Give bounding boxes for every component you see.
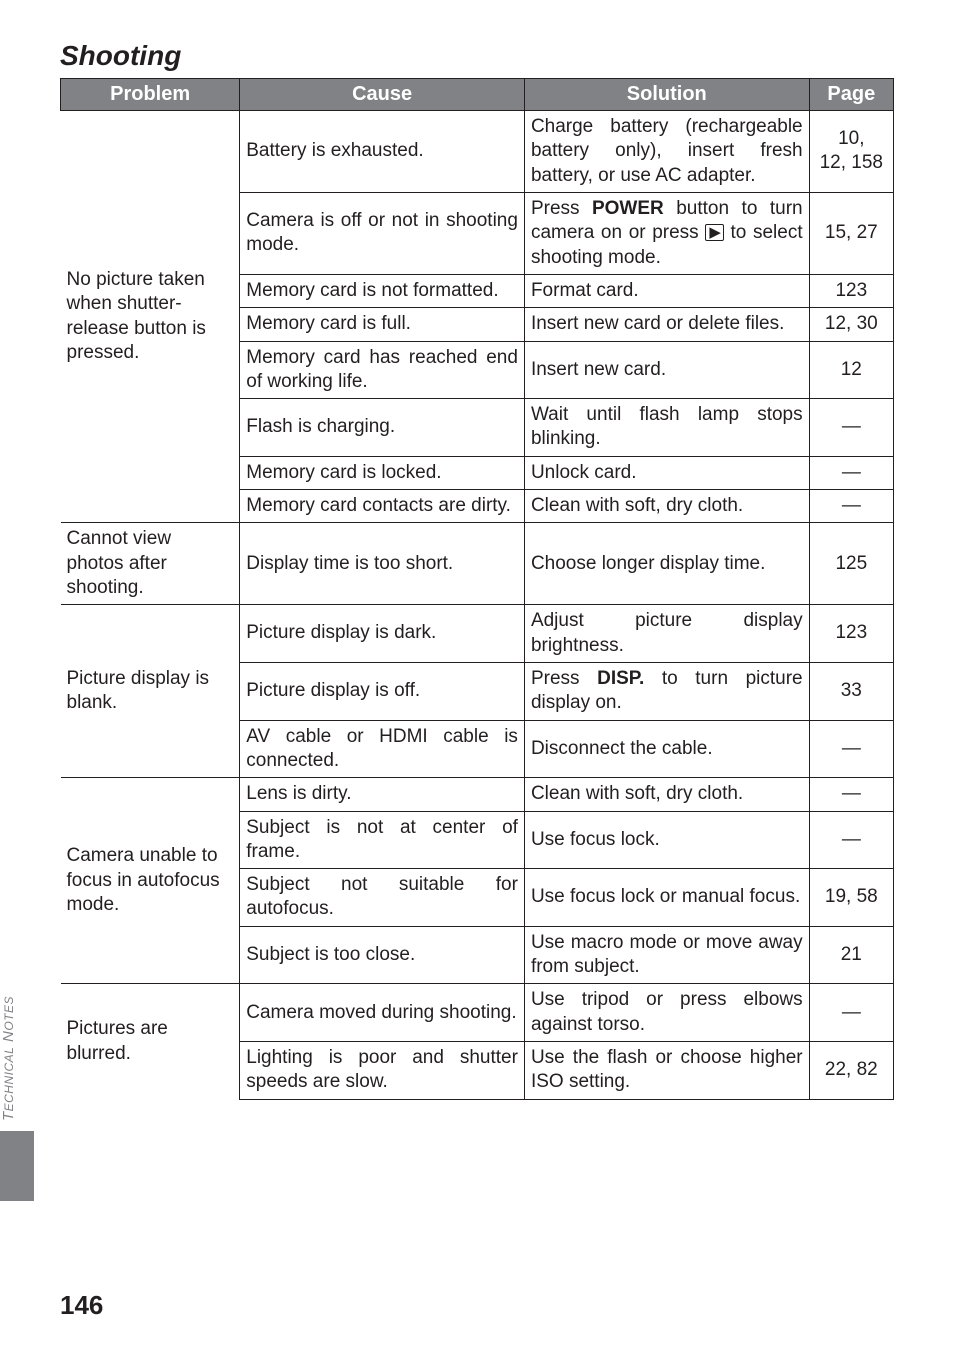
col-header-problem: Problem <box>61 79 240 111</box>
solution-cell: Use tripod or press elbows against torso… <box>524 984 809 1042</box>
problem-cell: Picture display is blank. <box>61 605 240 778</box>
page-ref-cell: 19, 58 <box>809 869 893 927</box>
page-ref-cell: 22, 82 <box>809 1042 893 1100</box>
problem-cell: No picture taken when shutter-release bu… <box>61 111 240 523</box>
page-content: Shooting Problem Cause Solution Page No … <box>0 0 954 1130</box>
cause-cell: Subject not suitable for autofocus. <box>240 869 525 927</box>
cause-cell: Camera is off or not in shooting mode. <box>240 192 525 274</box>
solution-cell: Press DISP. to turn picture display on. <box>524 662 809 720</box>
col-header-solution: Solution <box>524 79 809 111</box>
page-ref-cell: 33 <box>809 662 893 720</box>
solution-cell: Insert new card. <box>524 341 809 399</box>
cause-cell: Camera moved during shooting. <box>240 984 525 1042</box>
page-number: 146 <box>60 1290 103 1321</box>
table-row: Pictures are blurred.Camera moved during… <box>61 984 894 1042</box>
solution-cell: Disconnect the cable. <box>524 720 809 778</box>
problem-cell: Camera unable to focus in autofocus mode… <box>61 778 240 984</box>
table-header-row: Problem Cause Solution Page <box>61 79 894 111</box>
cause-cell: Picture display is dark. <box>240 605 525 663</box>
col-header-page: Page <box>809 79 893 111</box>
solution-cell: Insert new card or delete files. <box>524 308 809 341</box>
cause-cell: Subject is too close. <box>240 926 525 984</box>
cause-cell: Display time is too short. <box>240 523 525 605</box>
table-row: Cannot view photos after shooting.Displa… <box>61 523 894 605</box>
page-ref-cell: 125 <box>809 523 893 605</box>
solution-cell: Unlock card. <box>524 456 809 489</box>
page-ref-cell: — <box>809 778 893 811</box>
page-container: TECHNICAL NOTES Shooting Problem Cause S… <box>0 0 954 1345</box>
page-ref-cell: 12, 30 <box>809 308 893 341</box>
solution-cell: Press POWER button to turn camera on or … <box>524 192 809 274</box>
page-ref-cell: — <box>809 456 893 489</box>
solution-cell: Clean with soft, dry cloth. <box>524 490 809 523</box>
side-tab-label: TECHNICAL NOTES <box>0 990 17 1127</box>
page-ref-cell: 123 <box>809 274 893 307</box>
solution-cell: Adjust picture display brightness. <box>524 605 809 663</box>
side-tab: TECHNICAL NOTES <box>0 990 34 1201</box>
table-body: No picture taken when shutter-release bu… <box>61 111 894 1100</box>
cause-cell: Lighting is poor and shutter speeds are … <box>240 1042 525 1100</box>
section-title: Shooting <box>60 40 894 72</box>
cause-cell: Lens is dirty. <box>240 778 525 811</box>
side-tab-block <box>0 1131 34 1201</box>
page-ref-cell: — <box>809 399 893 457</box>
page-ref-cell: 10,12, 158 <box>809 111 893 193</box>
solution-cell: Format card. <box>524 274 809 307</box>
solution-cell: Use macro mode or move away from subject… <box>524 926 809 984</box>
page-ref-cell: — <box>809 720 893 778</box>
cause-cell: Memory card contacts are dirty. <box>240 490 525 523</box>
solution-cell: Clean with soft, dry cloth. <box>524 778 809 811</box>
cause-cell: Memory card is not formatted. <box>240 274 525 307</box>
page-ref-cell: 12 <box>809 341 893 399</box>
cause-cell: Memory card is locked. <box>240 456 525 489</box>
col-header-cause: Cause <box>240 79 525 111</box>
page-ref-cell: — <box>809 490 893 523</box>
cause-cell: Picture display is off. <box>240 662 525 720</box>
table-row: Camera unable to focus in autofocus mode… <box>61 778 894 811</box>
solution-cell: Wait until flash lamp stops blinking. <box>524 399 809 457</box>
page-ref-cell: 21 <box>809 926 893 984</box>
cause-cell: Battery is exhausted. <box>240 111 525 193</box>
solution-cell: Charge battery (rechargeable battery onl… <box>524 111 809 193</box>
page-ref-cell: — <box>809 984 893 1042</box>
troubleshooting-table: Problem Cause Solution Page No picture t… <box>60 78 894 1100</box>
page-ref-cell: 123 <box>809 605 893 663</box>
solution-cell: Use focus lock or manual focus. <box>524 869 809 927</box>
table-row: Picture display is blank.Picture display… <box>61 605 894 663</box>
page-ref-cell: — <box>809 811 893 869</box>
table-row: No picture taken when shutter-release bu… <box>61 111 894 193</box>
cause-cell: Subject is not at center of frame. <box>240 811 525 869</box>
solution-cell: Use the flash or choose higher ISO setti… <box>524 1042 809 1100</box>
cause-cell: Flash is charging. <box>240 399 525 457</box>
problem-cell: Pictures are blurred. <box>61 984 240 1099</box>
solution-cell: Use focus lock. <box>524 811 809 869</box>
cause-cell: Memory card is full. <box>240 308 525 341</box>
problem-cell: Cannot view photos after shooting. <box>61 523 240 605</box>
page-ref-cell: 15, 27 <box>809 192 893 274</box>
solution-cell: Choose longer display time. <box>524 523 809 605</box>
cause-cell: AV cable or HDMI cable is connected. <box>240 720 525 778</box>
cause-cell: Memory card has reached end of working l… <box>240 341 525 399</box>
